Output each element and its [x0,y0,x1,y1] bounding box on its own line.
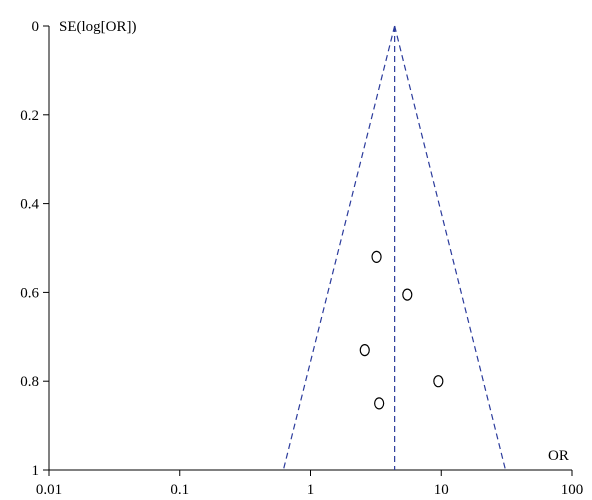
y-tick-label: 1 [32,463,40,479]
study-point [433,375,444,388]
study-point [374,397,385,410]
y-tick-label: 0 [32,19,40,35]
axes: 0 0.2 0.4 0.6 0.8 1 0.01 0.1 1 10 100 [20,19,583,498]
study-point [371,250,382,263]
funnel-left-boundary [282,25,396,471]
funnel-right-boundary [394,25,507,471]
study-point [402,288,413,301]
x-tick-label: 10 [434,482,449,498]
study-point [359,344,370,357]
x-tick-label: 1 [307,482,315,498]
y-tick-label: 0.6 [20,285,39,301]
x-tick-label: 100 [561,482,584,498]
study-points [359,250,444,410]
funnel-lines [282,25,507,471]
x-tick-label: 0.1 [170,482,189,498]
x-tick-label: 0.01 [36,482,62,498]
x-axis-title: OR [548,448,569,464]
y-axis-title: SE(log[OR]) [59,19,137,35]
y-tick-label: 0.2 [20,108,39,124]
y-tick-label: 0.8 [20,374,39,390]
y-tick-label: 0.4 [20,197,39,213]
